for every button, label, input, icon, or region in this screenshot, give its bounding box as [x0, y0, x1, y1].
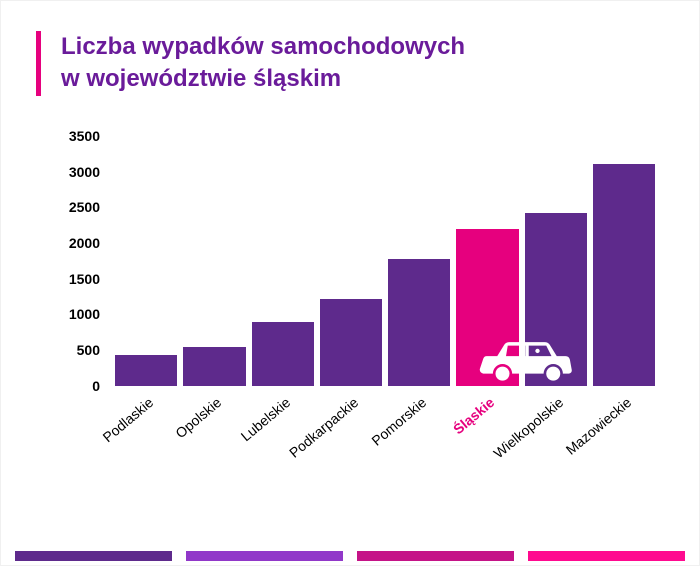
- bar: [320, 299, 382, 386]
- bar-column: [456, 229, 518, 386]
- x-label: Podkarpackie: [286, 394, 361, 461]
- x-label: Opolskie: [173, 394, 225, 441]
- y-tick: 1000: [69, 306, 100, 322]
- chart-title-line2: w województwie śląskim: [61, 63, 659, 95]
- bar-column: [115, 355, 177, 386]
- footer-stripe: [357, 551, 514, 561]
- x-label: Wielkopolskie: [490, 394, 566, 461]
- y-tick: 3500: [69, 128, 100, 144]
- y-tick: 0: [92, 378, 100, 394]
- footer-stripe: [528, 551, 685, 561]
- y-tick: 3000: [69, 164, 100, 180]
- bar-column: [320, 299, 382, 386]
- footer-stripes: [1, 551, 699, 565]
- chart-title-block: Liczba wypadków samochodowych w wojewódz…: [36, 31, 659, 96]
- bar-column: [183, 347, 245, 386]
- bar: [456, 229, 518, 386]
- y-tick: 2500: [69, 199, 100, 215]
- y-tick: 2000: [69, 235, 100, 251]
- bar: [388, 259, 450, 386]
- bar: [115, 355, 177, 386]
- x-label: Pomorskie: [368, 394, 429, 449]
- bar-column: [388, 259, 450, 386]
- y-tick: 500: [77, 342, 100, 358]
- x-label: Podlaskie: [100, 394, 157, 445]
- bar-chart: 0500100015002000250030003500 PodlaskieOp…: [61, 136, 659, 466]
- x-label: Mazowieckie: [562, 394, 634, 458]
- y-axis: 0500100015002000250030003500: [61, 136, 106, 386]
- bar-column: [525, 213, 587, 386]
- bar: [183, 347, 245, 386]
- bar-column: [593, 164, 655, 385]
- bar: [593, 164, 655, 385]
- bar-column: [252, 322, 314, 386]
- x-label: Lubelskie: [237, 394, 293, 444]
- x-label: Śląskie: [450, 394, 497, 437]
- y-tick: 1500: [69, 271, 100, 287]
- chart-plot-area: [111, 136, 659, 386]
- chart-title-line1: Liczba wypadków samochodowych: [61, 31, 659, 63]
- bar: [252, 322, 314, 386]
- bar: [525, 213, 587, 386]
- footer-stripe: [186, 551, 343, 561]
- footer-stripe: [15, 551, 172, 561]
